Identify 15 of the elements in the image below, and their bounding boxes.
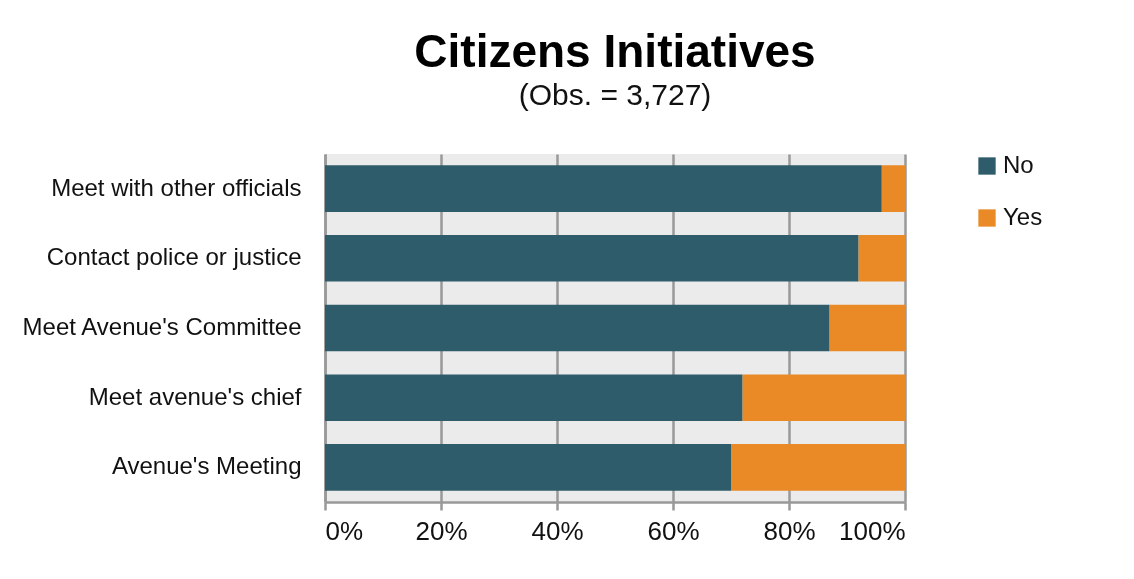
chart-title: Citizens Initiatives (414, 25, 816, 77)
y-tick-label: Avenue's Meeting (111, 452, 302, 480)
x-tick-label: 40% (531, 515, 584, 546)
y-tick-label: Meet avenue's chief (88, 382, 302, 410)
x-tick-label: 0% (325, 515, 364, 546)
y-tick-label: Meet Avenue's Committee (22, 313, 302, 340)
x-tick-label: 80% (763, 515, 816, 546)
legend-label: No (1003, 151, 1034, 178)
x-tick-label: 20% (415, 515, 468, 546)
chart-subtitle: (Obs. = 3,727) (518, 78, 712, 111)
legend-label: Yes (1003, 203, 1043, 230)
y-tick-label: Contact police or justice (46, 243, 302, 271)
x-tick-label: 60% (647, 515, 700, 546)
y-tick-label: Meet with other officials (51, 173, 302, 201)
x-tick-label: 100% (839, 515, 906, 546)
